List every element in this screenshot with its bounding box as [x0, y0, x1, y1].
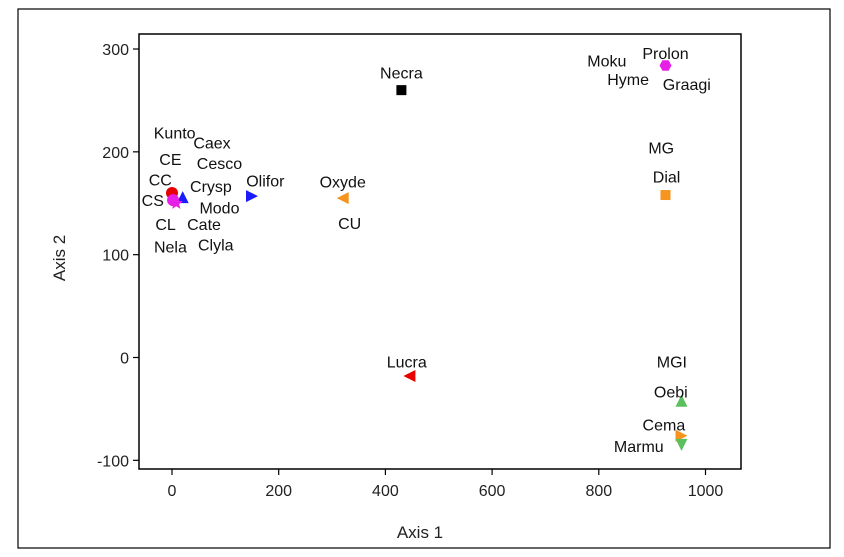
point-label: MGI	[657, 355, 687, 372]
point-label: MG	[648, 141, 674, 158]
point-label: Kunto	[154, 125, 196, 142]
point-label: Hyme	[607, 72, 649, 89]
x-axis-title: Axis 1	[397, 523, 443, 542]
point-label: Olifor	[246, 174, 285, 191]
point-labels: Necra Prolon Moku Hyme Graagi MG Dial Oxyde CU Ol…	[142, 46, 711, 456]
triangle-left-point-marker	[336, 192, 349, 205]
point-label: Marmu	[614, 439, 664, 456]
point-label: Crysp	[190, 179, 232, 196]
star-point-marker	[169, 196, 183, 209]
triangle-right-point-marker	[675, 429, 688, 442]
x-tick-label: 1000	[688, 483, 724, 500]
x-tick-label: 800	[585, 483, 612, 500]
y-tick-label: 0	[120, 351, 129, 368]
point-label: CS	[142, 193, 164, 210]
triangle-up-point-marker	[176, 191, 189, 204]
y-tick-label: 300	[102, 42, 129, 59]
triangle-down-point-marker	[675, 438, 688, 451]
point-label: Dial	[653, 170, 681, 187]
point-label: Modo	[199, 200, 239, 217]
point-label: Prolon	[642, 46, 688, 63]
x-tick-label: 600	[479, 483, 506, 500]
point-label: Oebi	[654, 384, 688, 401]
point-label: Cate	[187, 217, 221, 234]
point-label: Necra	[380, 66, 423, 83]
hexagon-point-marker	[659, 60, 672, 71]
point-label: Nela	[154, 239, 187, 256]
point-label: CL	[155, 217, 176, 234]
y-tick-label: 100	[102, 248, 129, 265]
point-label: Cesco	[197, 156, 242, 173]
plot-area	[138, 33, 742, 470]
point-label: Caex	[193, 136, 230, 153]
point-label: CC	[149, 173, 172, 190]
point-label: Clyla	[198, 237, 234, 254]
point-label: Lucra	[387, 355, 427, 372]
y-tick-label: 200	[102, 145, 129, 162]
x-tick-label: 400	[372, 483, 399, 500]
point-label: Oxyde	[320, 175, 366, 192]
point-label: CE	[159, 152, 181, 169]
square-point-marker	[396, 85, 407, 96]
y-tick-label: -100	[97, 453, 129, 470]
x-tick-label: 200	[265, 483, 292, 500]
point-label: Graagi	[663, 77, 711, 94]
figure-frame	[17, 8, 831, 549]
x-tick-label: 0	[168, 483, 177, 500]
triangle-up-point-marker	[675, 394, 688, 407]
data-points	[166, 60, 688, 451]
square-point-marker	[660, 190, 671, 201]
triangle-left-point-marker	[403, 370, 416, 382]
point-label: Moku	[587, 53, 626, 70]
triangle-right-point-marker	[246, 190, 258, 203]
y-axis-title: Axis 2	[50, 235, 69, 281]
point-label: CU	[338, 216, 361, 233]
point-label: Cema	[643, 417, 686, 434]
